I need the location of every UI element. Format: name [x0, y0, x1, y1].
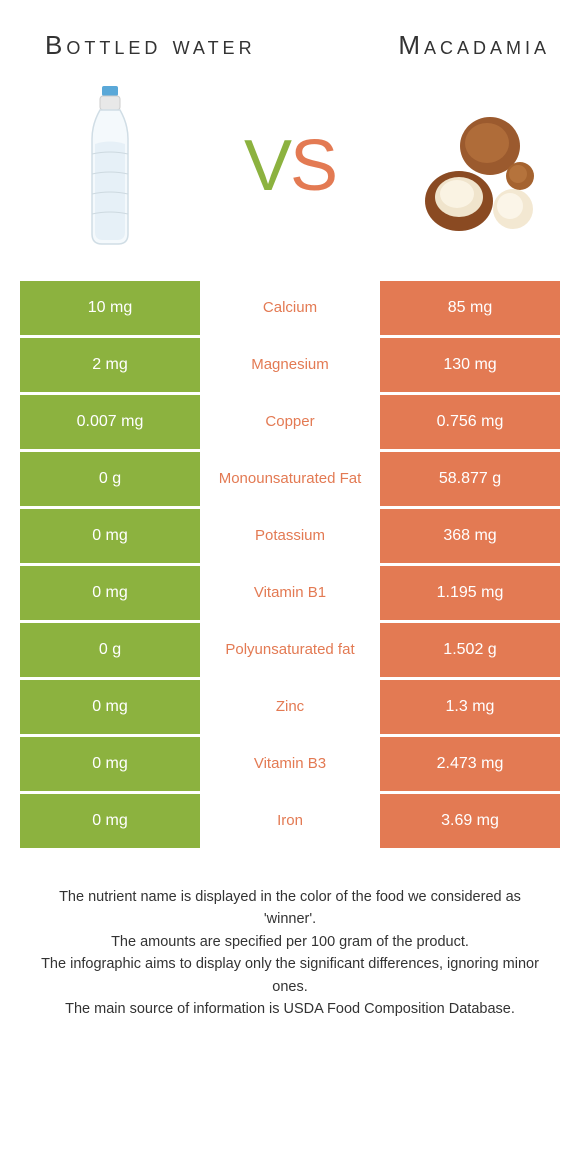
- cell-left-value: 0 g: [20, 623, 200, 677]
- title-right: Macadamia: [298, 30, 551, 61]
- cell-left-value: 0 mg: [20, 566, 200, 620]
- footer-line-4: The main source of information is USDA F…: [35, 998, 545, 1020]
- table-row: 2 mgMagnesium130 mg: [20, 338, 560, 392]
- bottle-icon: [75, 84, 145, 249]
- cell-left-value: 0 mg: [20, 794, 200, 848]
- cell-nutrient-label: Vitamin B3: [200, 737, 380, 791]
- cell-right-value: 2.473 mg: [380, 737, 560, 791]
- header: Bottled water Macadamia: [0, 0, 580, 71]
- image-macadamia: [395, 81, 545, 251]
- table-row: 0.007 mgCopper0.756 mg: [20, 395, 560, 449]
- table-row: 10 mgCalcium85 mg: [20, 281, 560, 335]
- hero-row: VS: [0, 71, 580, 281]
- cell-nutrient-label: Copper: [200, 395, 380, 449]
- table-row: 0 gMonounsaturated Fat58.877 g: [20, 452, 560, 506]
- vs-v: V: [244, 125, 290, 207]
- cell-left-value: 0.007 mg: [20, 395, 200, 449]
- cell-right-value: 1.502 g: [380, 623, 560, 677]
- table-row: 0 mgVitamin B32.473 mg: [20, 737, 560, 791]
- footer-line-2: The amounts are specified per 100 gram o…: [35, 931, 545, 953]
- cell-nutrient-label: Polyunsaturated fat: [200, 623, 380, 677]
- comparison-table: 10 mgCalcium85 mg2 mgMagnesium130 mg0.00…: [0, 281, 580, 848]
- cell-right-value: 1.195 mg: [380, 566, 560, 620]
- macadamia-icon: [395, 91, 545, 241]
- cell-right-value: 1.3 mg: [380, 680, 560, 734]
- cell-nutrient-label: Magnesium: [200, 338, 380, 392]
- table-row: 0 mgZinc1.3 mg: [20, 680, 560, 734]
- cell-right-value: 0.756 mg: [380, 395, 560, 449]
- image-bottled-water: [35, 81, 185, 251]
- cell-left-value: 0 mg: [20, 737, 200, 791]
- cell-right-value: 368 mg: [380, 509, 560, 563]
- cell-left-value: 0 g: [20, 452, 200, 506]
- table-row: 0 mgIron3.69 mg: [20, 794, 560, 848]
- cell-right-value: 85 mg: [380, 281, 560, 335]
- title-left: Bottled water: [30, 30, 298, 61]
- cell-right-value: 58.877 g: [380, 452, 560, 506]
- cell-right-value: 130 mg: [380, 338, 560, 392]
- cell-nutrient-label: Calcium: [200, 281, 380, 335]
- cell-left-value: 10 mg: [20, 281, 200, 335]
- vs-s: S: [290, 125, 336, 207]
- cell-left-value: 2 mg: [20, 338, 200, 392]
- cell-left-value: 0 mg: [20, 509, 200, 563]
- cell-nutrient-label: Iron: [200, 794, 380, 848]
- cell-right-value: 3.69 mg: [380, 794, 560, 848]
- vs-label: VS: [244, 125, 336, 207]
- cell-nutrient-label: Potassium: [200, 509, 380, 563]
- table-row: 0 mgVitamin B11.195 mg: [20, 566, 560, 620]
- footer-line-3: The infographic aims to display only the…: [35, 953, 545, 998]
- cell-left-value: 0 mg: [20, 680, 200, 734]
- table-row: 0 mgPotassium368 mg: [20, 509, 560, 563]
- cell-nutrient-label: Monounsaturated Fat: [200, 452, 380, 506]
- footer-line-1: The nutrient name is displayed in the co…: [35, 886, 545, 931]
- footer-notes: The nutrient name is displayed in the co…: [0, 851, 580, 1021]
- cell-nutrient-label: Zinc: [200, 680, 380, 734]
- cell-nutrient-label: Vitamin B1: [200, 566, 380, 620]
- table-row: 0 gPolyunsaturated fat1.502 g: [20, 623, 560, 677]
